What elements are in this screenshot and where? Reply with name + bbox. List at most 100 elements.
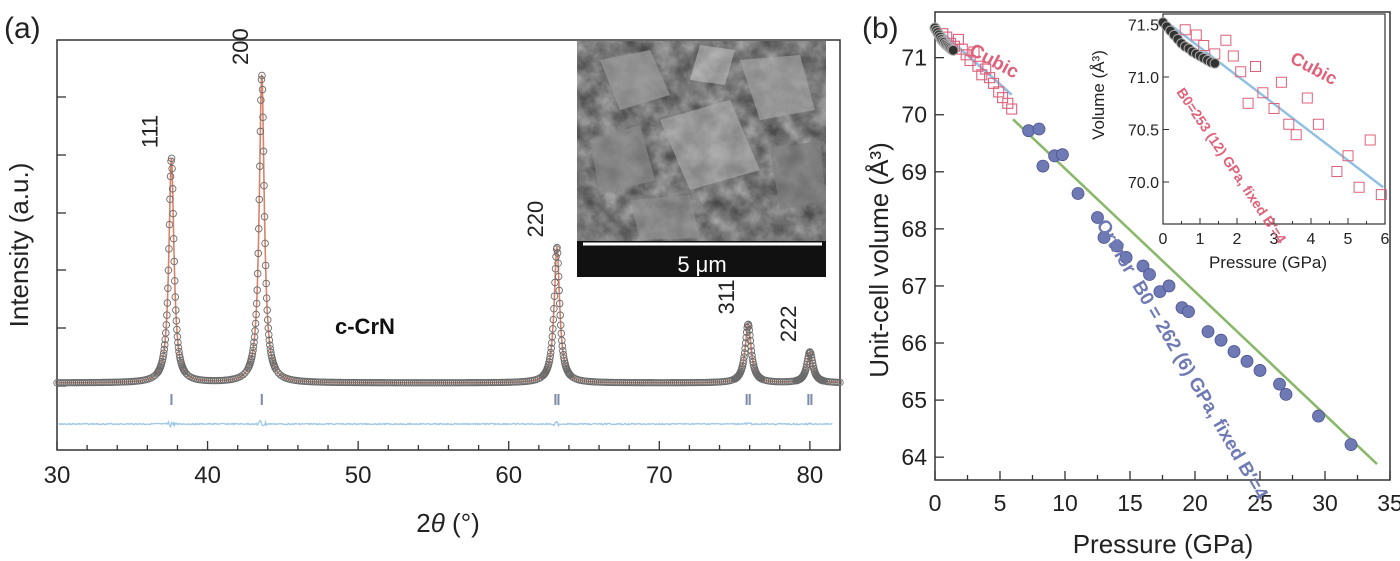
observed-point [337,378,345,387]
observed-point [70,379,79,387]
observed-point [773,378,782,386]
x-label-unit: (°) [445,508,480,538]
observed-point [100,378,108,387]
x-tick-label: 0 [1159,231,1168,248]
observed-point [114,378,122,386]
observed-point [259,113,267,121]
observed-point [397,379,406,387]
observed-point [807,351,815,359]
observed-point [668,379,676,387]
observed-point [147,374,155,382]
y-tick-label: 65 [901,387,927,413]
observed-point [121,378,130,386]
panel-b-x-ticks: 0 5 10 15 20 25 30 35 [929,471,1400,516]
orthor-point [1091,211,1104,224]
observed-point [705,378,713,387]
observed-point [159,349,168,357]
observed-point [675,379,684,387]
observed-point [207,376,216,385]
observed-point [746,331,754,339]
observed-point [278,372,286,380]
x-tick-label: 30 [1312,490,1338,516]
difference-curve [58,419,833,429]
observed-point [374,379,382,387]
inset-red-point [1242,97,1254,109]
inset-red-point [1198,40,1210,51]
observed-point [513,378,521,386]
x-tick-label: 6 [1381,231,1390,248]
observed-point [546,348,555,357]
observed-point [425,379,433,387]
observed-point [303,377,312,386]
observed-point [253,286,261,294]
observed-point [69,379,77,387]
observed-point [687,378,695,387]
observed-point [681,379,690,387]
observed-point [550,304,558,313]
observed-point [554,259,562,267]
inset-red-point [1312,118,1324,130]
observed-point [438,379,447,387]
peak-label: 220 [523,201,548,238]
x-tick-label: 5 [994,490,1007,516]
observed-point [170,257,178,266]
panel-b-y-label: Unit-cell volume (Å³) [864,142,894,378]
observed-point [117,378,126,386]
observed-point [96,378,104,387]
observed-point [305,377,314,386]
observed-point [622,378,631,387]
observed-point [458,379,466,387]
observed-point [323,378,331,386]
observed-point [108,378,116,386]
observed-point [431,379,439,387]
observed-point [249,346,257,355]
observed-point [495,378,504,387]
observed-point [565,370,574,379]
observed-point [511,378,519,386]
observed-point [601,378,609,386]
observed-point [401,379,410,387]
sem-crystals [590,45,826,240]
observed-point [372,379,380,387]
y-tick-label: 71.5 [1128,18,1159,35]
inset-points [1157,17,1387,201]
observed-point [248,349,257,358]
observed-point [173,332,182,341]
observed-point [415,379,423,387]
observed-point [771,377,780,386]
observed-point [333,378,341,387]
observed-point [452,379,460,387]
observed-point [679,379,688,387]
observed-point [171,293,180,301]
observed-point [701,378,709,387]
observed-point [559,347,567,355]
observed-point [165,245,173,253]
observed-point [713,378,721,386]
observed-point [115,378,124,386]
observed-point [265,336,274,345]
orthor-point [1071,187,1085,200]
observed-point [468,379,476,387]
observed-point [384,379,392,387]
orthor-point [1344,438,1358,452]
observed-point [352,378,361,387]
observed-point [669,379,678,387]
inset-x-ticks: 0 1 2 3 4 5 6 [1159,218,1390,248]
observed-point [403,379,412,387]
y-tick-label: 69 [901,159,927,185]
x-tick-label: 1 [1196,231,1205,248]
observed-point [59,379,67,387]
observed-point [174,338,182,347]
cubic-red-point [984,72,996,84]
observed-point [697,378,705,387]
panel-a-x-label: 2θ (°) [416,508,480,538]
observed-point [611,378,619,387]
observed-point [607,378,615,387]
observed-point [433,379,441,387]
observed-point [419,379,427,387]
inset-red-point [1257,87,1269,99]
observed-point [255,224,263,233]
observed-point [609,378,617,387]
observed-point [90,378,98,387]
observed-point [437,379,445,387]
